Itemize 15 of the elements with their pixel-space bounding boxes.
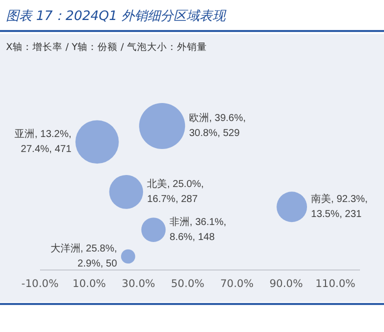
data-label: 非洲, 36.1%, 8.6%, 148 (170, 216, 226, 243)
x-tick-label: 110.0% (315, 278, 356, 290)
x-tick-label: -10.0% (21, 278, 59, 290)
data-label: 北美, 25.0%, 16.7%, 287 (147, 178, 204, 206)
chart-subtitle: X轴：增长率 / Y轴：份额 / 气泡大小：外销量 (6, 41, 207, 53)
data-label: 欧洲, 39.6%, 30.8%, 529 (189, 112, 246, 140)
data-label: 大洋洲, 25.8%, 2.9%, 50 (50, 242, 118, 270)
x-tick-label: 70.0% (220, 278, 254, 290)
data-label: 亚洲, 13.2%, 27.4%, 471 (14, 128, 72, 156)
data-label: 南美, 92.3%, 13.5%, 231 (311, 193, 368, 220)
chart-title: 图表 17：2024Q1 外销细分区域表现 (6, 9, 226, 24)
x-tick-label: 90.0% (269, 278, 303, 290)
x-tick-label: 30.0% (122, 278, 156, 290)
x-tick-label: 10.0% (72, 278, 106, 290)
x-tick-label: 50.0% (171, 278, 204, 290)
